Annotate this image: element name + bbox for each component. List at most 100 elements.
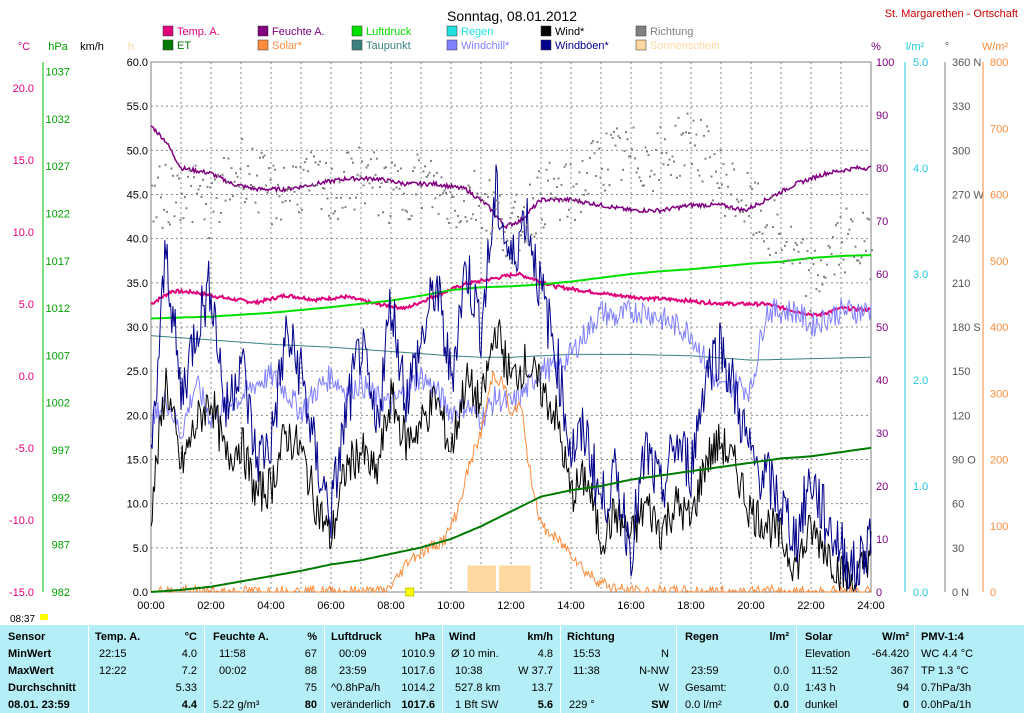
- direction-dot: [311, 184, 314, 187]
- direction-dot: [385, 166, 387, 169]
- series-line: [150, 319, 872, 593]
- direction-dot: [152, 220, 155, 223]
- direction-dot: [440, 176, 443, 179]
- direction-dot: [529, 183, 531, 186]
- x-axis-tick: 08:00: [377, 600, 405, 612]
- direction-dot: [211, 182, 213, 185]
- direction-dot: [617, 135, 620, 138]
- direction-dot: [823, 275, 825, 278]
- direction-dot: [712, 199, 714, 202]
- direction-dot: [347, 151, 350, 154]
- direction-dot: [713, 153, 716, 156]
- direction-dot: [434, 197, 437, 200]
- solar-axis-tick: 500: [990, 256, 1008, 268]
- legend-label: Feuchte A.: [272, 26, 325, 38]
- location-label: St. Margarethen - Ortschaft: [885, 8, 1018, 20]
- direction-dot: [862, 211, 864, 214]
- direction-dot: [227, 157, 230, 160]
- direction-dot: [383, 167, 386, 170]
- stats-temp-col: Temp. A. °C 22:15 4.0 12:22 7.2 5.33 4.4: [88, 625, 205, 713]
- direction-dot: [758, 231, 761, 234]
- direction-dot: [226, 180, 228, 183]
- direction-dot: [479, 196, 482, 199]
- direction-dot: [314, 161, 317, 164]
- direction-dot: [319, 160, 321, 163]
- direction-dot: [181, 192, 183, 195]
- direction-dot: [320, 207, 323, 210]
- direction-dot: [650, 169, 653, 172]
- direction-dot: [845, 207, 848, 210]
- stats-wind-avg-label: Ø 10 min.: [451, 648, 499, 660]
- stats-pmv-rate1: 0.7hPa/3h: [921, 682, 972, 694]
- direction-dot: [248, 173, 251, 176]
- direction-dot: [662, 163, 665, 166]
- direction-dot: [298, 211, 300, 214]
- direction-dot: [269, 178, 272, 181]
- sunshine-block: [467, 565, 496, 592]
- direction-dot: [739, 211, 741, 214]
- direction-dot: [172, 174, 174, 177]
- direction-dot: [779, 232, 782, 235]
- direction-dot: [761, 232, 764, 235]
- direction-dot: [719, 149, 722, 152]
- direction-dot: [461, 188, 464, 191]
- direction-dot: [421, 207, 423, 210]
- x-axis-tick: 06:00: [317, 600, 345, 612]
- direction-dot: [512, 206, 515, 209]
- direction-dot: [581, 159, 584, 162]
- direction-dot: [154, 184, 156, 187]
- direction-dot: [835, 224, 837, 227]
- direction-dot: [781, 249, 783, 252]
- direction-dot: [194, 164, 197, 167]
- direction-axis-tick: 300: [952, 145, 970, 157]
- direction-dot: [161, 226, 164, 229]
- direction-dot: [602, 183, 605, 186]
- legend-label: Windböen*: [555, 40, 610, 52]
- direction-dot: [857, 259, 860, 262]
- stats-pressure-avg: 1014.2: [401, 682, 435, 694]
- direction-dot: [565, 163, 567, 166]
- direction-dot: [557, 177, 560, 180]
- direction-dot: [856, 259, 858, 262]
- direction-dot: [341, 206, 344, 209]
- direction-dot: [620, 178, 623, 181]
- series-line: [150, 254, 872, 320]
- solar-axis-tick: 700: [990, 123, 1008, 135]
- direction-dot: [446, 217, 449, 220]
- time-marker-swatch: [40, 614, 48, 620]
- stats-solar-elev: -64.420: [871, 648, 909, 660]
- chart-axes: 0.0 5.0 10.0 15.0 20.0 25.0 30.0 35.0 40.0 45.0 50…: [9, 41, 1009, 612]
- direction-dot: [569, 163, 572, 166]
- direction-dot: [601, 167, 603, 170]
- direction-dot: [521, 230, 524, 233]
- rain-axis-tick: 5.0: [913, 57, 928, 69]
- direction-dot: [859, 262, 861, 265]
- direction-dot: [221, 173, 224, 176]
- stats-humidity-max: 88: [304, 665, 317, 677]
- direction-dot: [634, 157, 636, 160]
- direction-dot: [724, 214, 726, 217]
- direction-dot: [628, 155, 630, 158]
- direction-dot: [235, 172, 237, 175]
- direction-dot: [559, 218, 561, 221]
- direction-dot: [527, 242, 530, 245]
- direction-dot: [502, 249, 504, 252]
- direction-dot: [485, 229, 488, 232]
- direction-dot: [467, 184, 470, 187]
- direction-dot: [322, 187, 324, 190]
- direction-dot: [691, 163, 693, 166]
- direction-dot: [589, 156, 591, 159]
- direction-dot: [437, 212, 440, 215]
- legend-swatch: [162, 25, 174, 37]
- direction-dot: [643, 184, 645, 187]
- direction-dot: [175, 201, 177, 204]
- direction-dot: [259, 156, 261, 159]
- stats-pmv-rate2: 0.0hPa/1h: [921, 699, 972, 711]
- direction-dot: [362, 184, 365, 187]
- direction-axis-tick: 150: [952, 366, 970, 378]
- direction-dot: [167, 221, 170, 224]
- direction-dot: [616, 127, 618, 130]
- solar-axis-tick: 600: [990, 190, 1008, 202]
- direction-dot: [352, 161, 354, 164]
- direction-dot: [236, 175, 239, 178]
